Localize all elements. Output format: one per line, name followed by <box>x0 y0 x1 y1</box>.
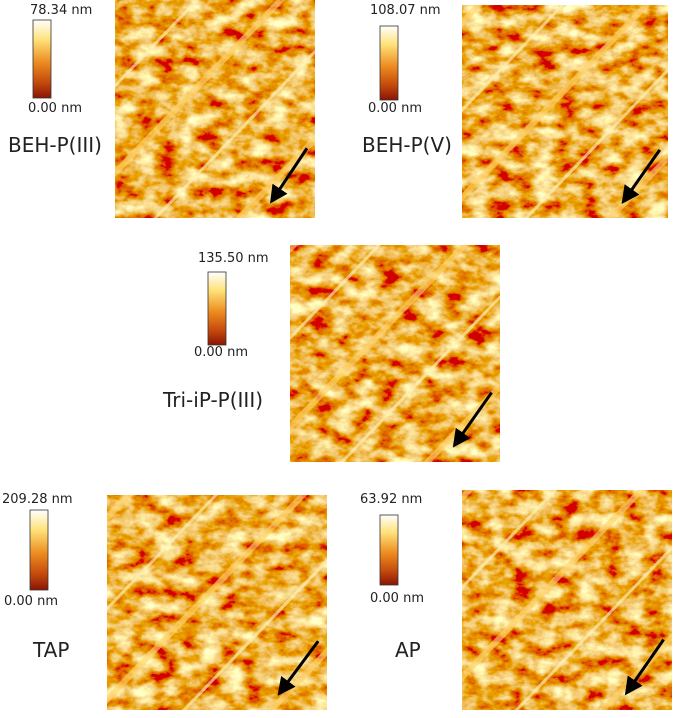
arrow <box>624 638 665 696</box>
afm-texture <box>290 245 500 462</box>
afm-panel: 78.34 nm 0.00 nm BEH-P(III) <box>8 0 315 218</box>
terrace-edge <box>340 294 500 462</box>
sample-name: AP <box>395 638 421 662</box>
terrace-edge <box>462 490 558 590</box>
colorbar-min-label: 0.00 nm <box>28 101 82 116</box>
terrace-edge <box>115 0 200 88</box>
colorbar-min-label: 0.00 nm <box>194 345 248 360</box>
terrace-edge <box>290 245 298 254</box>
colorbar <box>32 19 52 99</box>
terrace-edge <box>524 67 668 218</box>
colorbar-min-label: 0.00 nm <box>4 594 58 609</box>
afm-panel: 108.07 nm 0.00 nm BEH-P(V) <box>362 3 668 218</box>
terrace-edge <box>235 134 315 218</box>
terrace-edge <box>153 49 315 218</box>
afm-image <box>107 495 327 710</box>
afm-texture <box>462 5 668 218</box>
afm-image <box>462 490 672 710</box>
terrace-edge <box>462 5 651 202</box>
colorbar-max-label: 78.34 nm <box>30 3 92 18</box>
colorbar <box>29 509 49 591</box>
afm-texture <box>462 490 672 710</box>
afm-image <box>290 245 500 462</box>
terrace-edge <box>115 0 285 178</box>
terrace-edge <box>107 495 219 611</box>
arrow <box>277 640 320 696</box>
terrace-edge <box>290 245 382 341</box>
terrace-edge <box>514 545 672 710</box>
colorbar-max-label: 108.07 nm <box>370 3 441 18</box>
terrace-edge <box>462 5 565 113</box>
afm-panel: 63.92 nm 0.00 nm AP <box>360 490 672 710</box>
afm-panel: 135.50 nm 0.00 nm Tri-iP-P(III) <box>162 245 500 462</box>
sample-name: BEH-P(V) <box>362 133 452 157</box>
terrace-edge <box>462 490 646 682</box>
colorbar-min-label: 0.00 nm <box>370 591 424 606</box>
colorbar <box>379 25 399 101</box>
afm-panel: 209.28 nm 0.00 nm TAP <box>2 492 327 710</box>
arrow <box>452 391 493 448</box>
terrace-edge <box>107 495 308 704</box>
sample-name: Tri-iP-P(III) <box>162 388 263 412</box>
afm-image <box>115 0 315 218</box>
colorbar-min-label: 0.00 nm <box>368 101 422 116</box>
afm-texture <box>115 0 315 218</box>
colorbar <box>379 514 399 586</box>
colorbar-max-label: 209.28 nm <box>2 492 73 507</box>
sample-name: TAP <box>32 638 69 662</box>
sample-name: BEH-P(III) <box>8 133 102 157</box>
afm-image <box>462 5 668 218</box>
arrow <box>621 148 661 205</box>
terrace-edge <box>290 245 469 432</box>
colorbar-max-label: 63.92 nm <box>360 492 422 507</box>
colorbar-max-label: 135.50 nm <box>198 251 269 266</box>
terrace-edge <box>266 647 327 710</box>
terrace-edge <box>181 558 327 710</box>
arrow <box>270 147 309 204</box>
colorbar <box>207 271 227 346</box>
